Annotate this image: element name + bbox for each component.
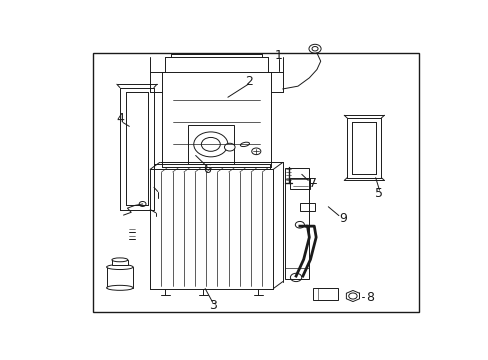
Ellipse shape	[106, 285, 133, 290]
Circle shape	[224, 143, 235, 151]
Bar	[112, 260, 127, 265]
Text: 1: 1	[275, 49, 283, 62]
Bar	[312, 288, 337, 300]
Bar	[93, 53, 418, 312]
Bar	[106, 267, 133, 288]
Text: 3: 3	[208, 299, 216, 312]
Bar	[290, 178, 309, 189]
Text: 7: 7	[308, 177, 317, 190]
Bar	[188, 125, 233, 164]
Text: 2: 2	[244, 75, 252, 88]
Text: 8: 8	[365, 291, 373, 304]
Circle shape	[311, 46, 317, 51]
Bar	[299, 203, 314, 211]
Text: 9: 9	[339, 212, 346, 225]
Ellipse shape	[106, 265, 133, 270]
Bar	[284, 168, 309, 279]
Text: 4: 4	[116, 112, 123, 125]
Circle shape	[201, 138, 220, 151]
Text: 6: 6	[203, 163, 210, 176]
Ellipse shape	[112, 258, 127, 262]
Text: 5: 5	[375, 187, 383, 200]
